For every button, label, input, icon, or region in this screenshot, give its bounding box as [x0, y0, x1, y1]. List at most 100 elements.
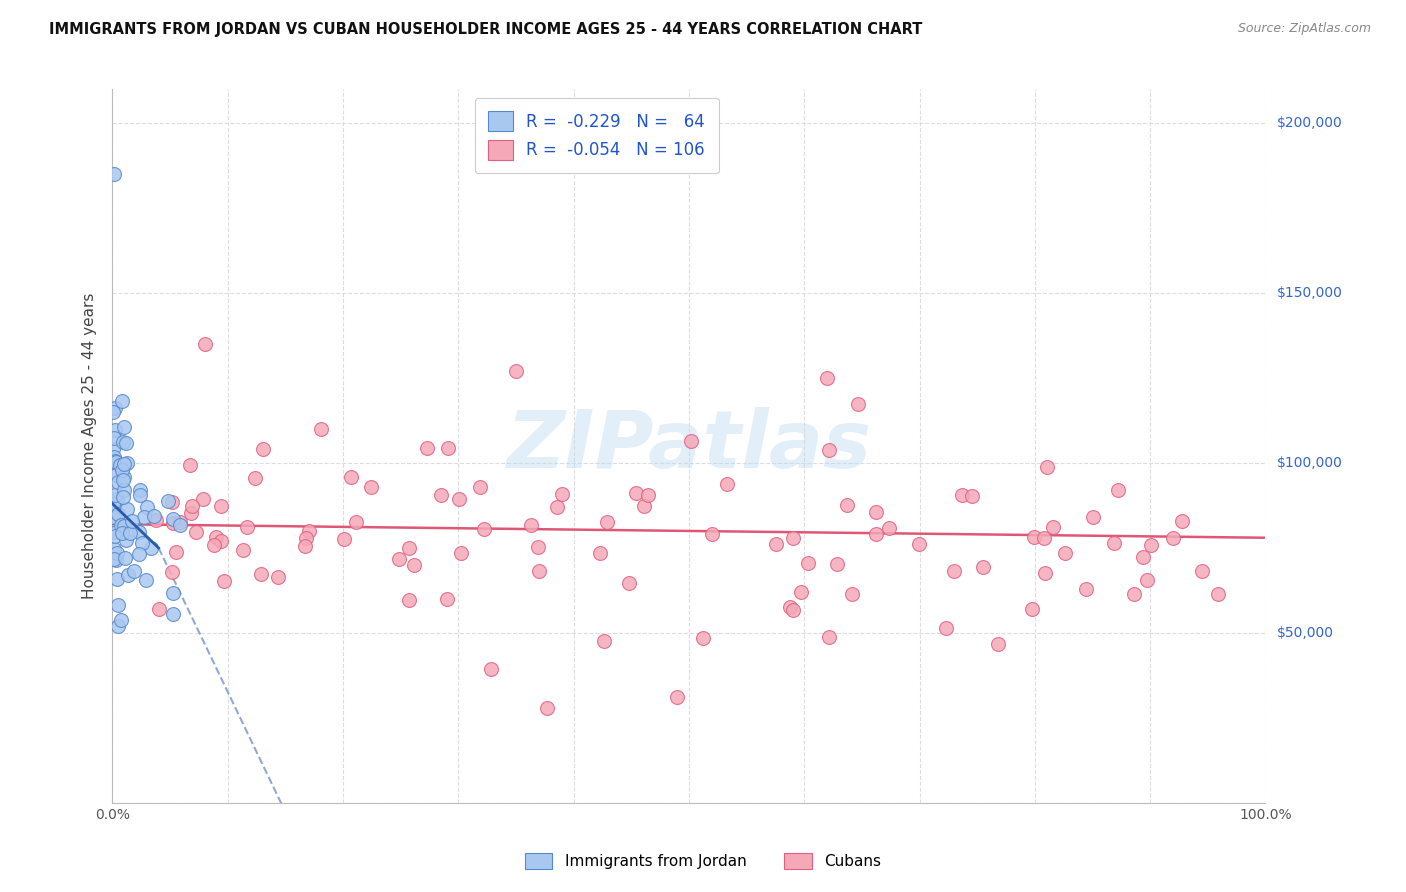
- Point: [1123, 587, 1146, 601]
- Point: [104, 524, 127, 539]
- Point: [837, 498, 859, 512]
- Point: [193, 491, 215, 506]
- Point: [235, 520, 257, 534]
- Point: [115, 533, 138, 547]
- Point: [436, 441, 458, 455]
- Text: ZIPatlas: ZIPatlas: [506, 407, 872, 485]
- Point: [1208, 587, 1230, 601]
- Point: [1107, 483, 1129, 497]
- Point: [679, 434, 702, 449]
- Point: [107, 475, 129, 489]
- Point: [960, 489, 983, 503]
- Point: [110, 518, 132, 533]
- Point: [624, 485, 647, 500]
- Point: [1021, 602, 1043, 616]
- Point: [1191, 564, 1213, 578]
- Point: [790, 585, 813, 599]
- Point: [825, 558, 848, 572]
- Point: [294, 539, 316, 553]
- Point: [779, 600, 801, 615]
- Point: [104, 488, 127, 502]
- Point: [111, 394, 134, 409]
- Point: [103, 431, 125, 445]
- Point: [112, 519, 135, 533]
- Point: [344, 515, 367, 529]
- Point: [104, 455, 127, 469]
- Point: [105, 546, 128, 560]
- Point: [700, 526, 723, 541]
- Point: [104, 468, 127, 483]
- Point: [209, 499, 232, 513]
- Point: [180, 507, 202, 521]
- Point: [112, 470, 135, 484]
- Point: [101, 405, 124, 419]
- Point: [103, 450, 125, 464]
- Point: [430, 488, 453, 502]
- Point: [101, 509, 124, 524]
- Point: [121, 514, 143, 528]
- Point: [105, 491, 128, 506]
- Point: [160, 566, 183, 580]
- Point: [527, 540, 550, 554]
- Point: [179, 458, 201, 473]
- Text: IMMIGRANTS FROM JORDAN VS CUBAN HOUSEHOLDER INCOME AGES 25 - 44 YEARS CORRELATIO: IMMIGRANTS FROM JORDAN VS CUBAN HOUSEHOL…: [49, 22, 922, 37]
- Point: [107, 619, 129, 633]
- Point: [479, 662, 502, 676]
- Point: [169, 518, 191, 533]
- Point: [111, 526, 134, 541]
- Point: [340, 469, 363, 483]
- Point: [249, 566, 271, 581]
- Point: [1032, 532, 1054, 546]
- Point: [470, 480, 492, 494]
- Point: [105, 572, 128, 586]
- Point: [907, 537, 929, 551]
- Point: [550, 487, 572, 501]
- Point: [128, 488, 150, 502]
- Point: [111, 463, 134, 477]
- Point: [398, 541, 420, 556]
- Legend: Immigrants from Jordan, Cubans: Immigrants from Jordan, Cubans: [519, 847, 887, 875]
- Point: [972, 560, 994, 574]
- Point: [128, 524, 150, 539]
- Point: [1140, 538, 1163, 552]
- Point: [104, 529, 127, 543]
- Point: [536, 700, 558, 714]
- Point: [1136, 573, 1159, 587]
- Point: [818, 630, 841, 644]
- Point: [145, 512, 167, 526]
- Text: $200,000: $200,000: [1277, 116, 1343, 130]
- Y-axis label: Householder Income Ages 25 - 44 years: Householder Income Ages 25 - 44 years: [82, 293, 97, 599]
- Point: [107, 508, 129, 523]
- Point: [105, 553, 128, 567]
- Point: [716, 477, 738, 491]
- Point: [1132, 550, 1154, 565]
- Point: [592, 634, 614, 648]
- Point: [360, 480, 382, 494]
- Point: [202, 538, 225, 552]
- Point: [841, 587, 863, 601]
- Point: [879, 521, 901, 535]
- Point: [112, 490, 135, 504]
- Point: [111, 473, 134, 487]
- Point: [527, 564, 550, 578]
- Point: [104, 453, 127, 467]
- Point: [666, 690, 689, 705]
- Point: [112, 420, 135, 434]
- Point: [134, 509, 156, 524]
- Text: $50,000: $50,000: [1277, 626, 1333, 640]
- Point: [122, 564, 145, 578]
- Point: [1033, 566, 1056, 581]
- Point: [943, 564, 966, 578]
- Point: [160, 494, 183, 508]
- Point: [148, 602, 170, 616]
- Point: [1171, 514, 1194, 528]
- Point: [416, 441, 439, 455]
- Point: [139, 541, 162, 555]
- Point: [107, 599, 129, 613]
- Point: [162, 586, 184, 600]
- Point: [436, 591, 458, 606]
- Point: [114, 436, 136, 450]
- Point: [103, 552, 125, 566]
- Point: [817, 442, 839, 457]
- Point: [103, 542, 125, 557]
